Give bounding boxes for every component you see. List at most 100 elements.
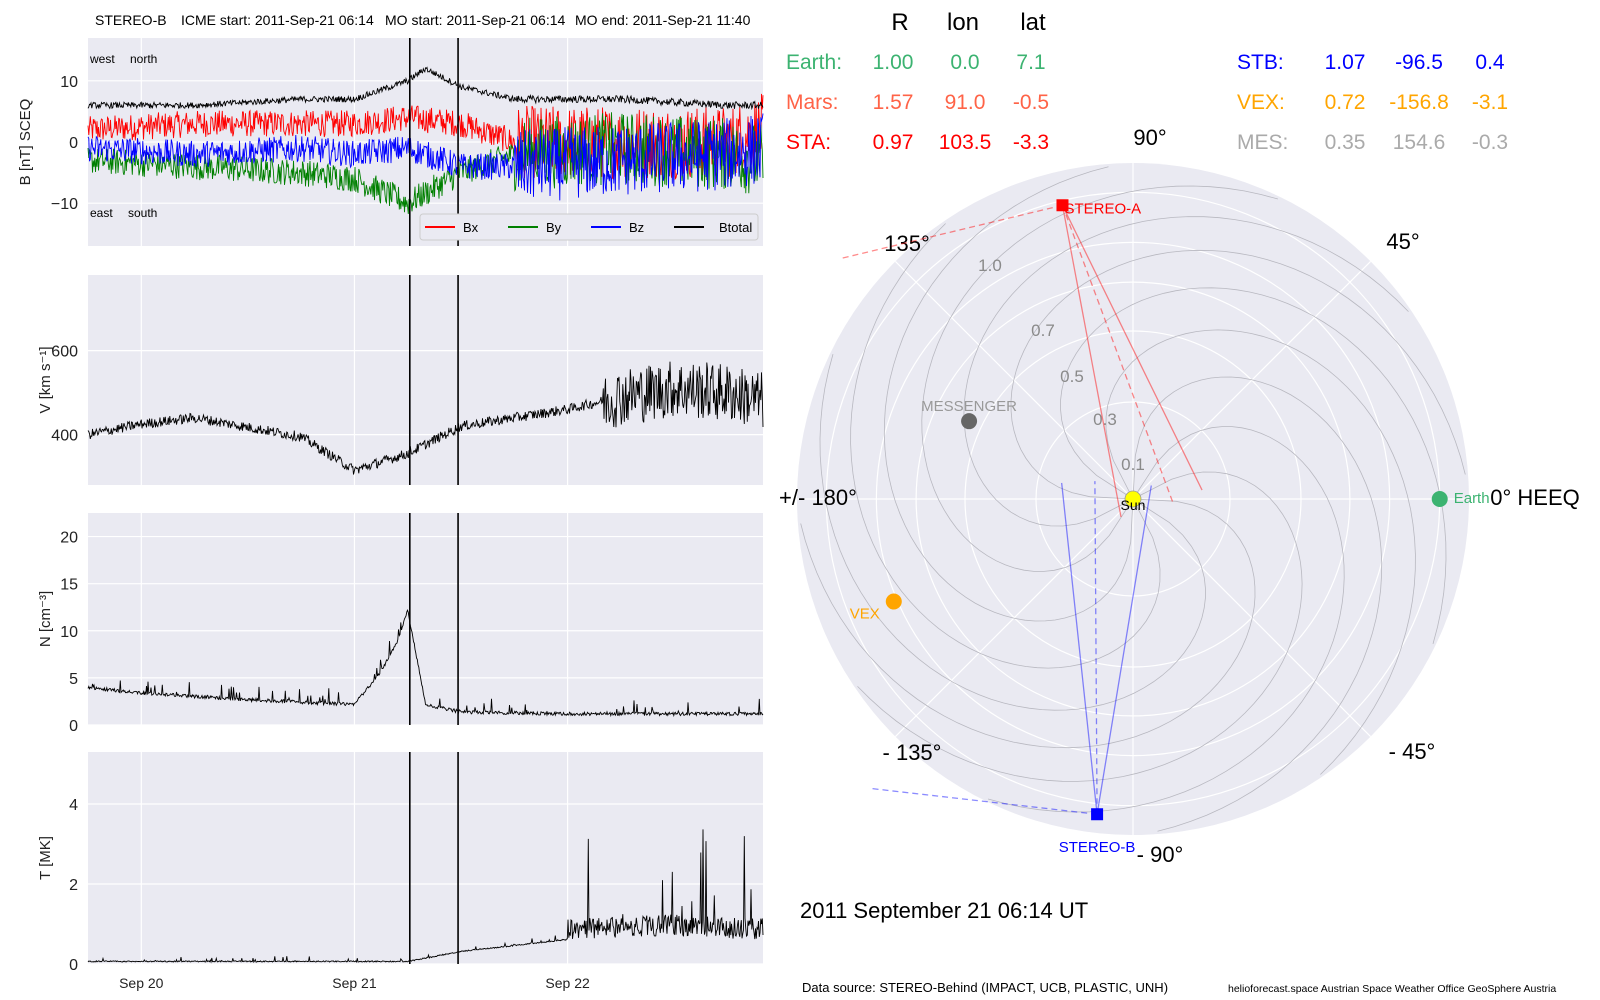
x-tick-label: Sep 21 [332,975,377,991]
legend-label-btotal: Btotal [719,220,752,235]
parker-spiral [1132,376,1383,832]
legend-label-by: By [546,220,562,235]
y-tick-label: 0 [69,718,78,735]
radial-tick-label: 0.3 [1093,410,1117,429]
row-name: Earth: [786,51,842,74]
row-name: VEX: [1237,91,1285,114]
table-row-vex: VEX: 0.72 -156.8 -3.1 [1237,91,1508,114]
row-name: STB: [1237,51,1284,74]
parker-spiral [921,185,1279,572]
body-sun-marker [1124,490,1142,508]
y-tick-label: 20 [60,530,78,547]
row-r: 0.35 [1325,131,1366,154]
y-tick-label: 10 [60,624,78,641]
legend-label-bx: Bx [463,220,479,235]
row-r: 0.72 [1325,91,1366,114]
table-header-r: R [891,9,908,36]
legend: Bx By Bz Btotal [419,213,759,241]
row-lat: -0.3 [1472,131,1508,154]
parker-spiral [963,216,1409,527]
body-stereo-b-label: STEREO-B [1059,839,1136,856]
parker-spiral [1010,249,1466,500]
series-line [87,829,764,964]
angle-label: 135° [884,231,930,256]
plot-background [88,752,763,964]
parker-spiral [819,353,1206,711]
series-line-btotal [87,66,764,111]
y-axis-label: N [cm⁻³] [37,591,54,647]
angular-gridline [894,498,1134,738]
angle-label: 45° [1386,229,1419,254]
stereo-a-fov-line [1061,204,1203,491]
x-tick-label: Sep 22 [545,975,590,991]
stereo-a-fov-line [1061,205,1122,518]
y-tick-label: −10 [51,196,78,213]
annotation-west: west [89,52,115,66]
stereo-b-fov-line [1094,481,1098,815]
row-lat: 0.4 [1475,51,1505,74]
legend-label-bz: Bz [629,220,644,235]
table-row-earth: Earth: 1.00 0.0 7.1 [786,51,1046,74]
annotation-north: north [130,52,157,66]
series-line [87,361,764,475]
footer-source: Data source: STEREO-Behind (IMPACT, UCB,… [802,980,1169,995]
row-name: Mars: [786,91,839,114]
angle-label: - 90° [1137,842,1184,867]
parker-spiral [987,426,1345,813]
header-mo-end: MO end: 2011-Sep-21 11:40 [575,12,751,28]
parker-spiral [883,166,1134,622]
header-mo-start: MO start: 2011-Sep-21 06:14 [385,12,566,28]
row-name: STA: [786,131,831,154]
date-label: 2011 September 21 06:14 UT [800,898,1089,923]
angular-gridline [894,260,1134,500]
body-stereo-a-marker [1056,199,1069,212]
parker-spiral [1105,329,1416,775]
body-sun-label: Sun [1121,497,1146,513]
series-line-by [87,112,764,214]
stereo-b-fov-line-limb [868,787,1098,815]
angle-label: +/- 180° [779,485,857,510]
header-icme-start: ICME start: 2011-Sep-21 06:14 [181,12,374,28]
table-row-stb: STB: 1.07 -96.5 0.4 [1237,51,1505,74]
body-messenger-label: MESSENGER [921,398,1017,415]
row-lat: -3.3 [1013,131,1049,154]
table-header-lon: lon [947,9,979,36]
angular-gridline [1132,260,1372,500]
angle-label: 90° [1133,125,1166,150]
parker-spiral [857,471,1303,782]
row-lon: 103.5 [939,131,992,154]
footer-credits: helioforecast.space Austrian Space Weath… [1228,983,1557,995]
body-stereo-b-marker [1091,808,1104,821]
polar-plot: 0.1 0.3 0.5 0.7 1.0 0° HEEQ 45° 90° 135° +/- 180°… [779,125,1580,867]
table-row-mes: MES: 0.35 154.6 -0.3 [1237,131,1508,154]
annotation-south: south [128,206,157,220]
y-tick-label: 0 [69,135,78,152]
stereo-a-fov-line-limb [838,204,1063,260]
stereo-b-fov-line [1061,482,1098,815]
row-lon: 154.6 [1393,131,1446,154]
row-lat: 7.1 [1016,51,1045,74]
x-tick-label: Sep 20 [119,975,164,991]
header-spacecraft: STEREO-B [95,12,167,28]
angle-label: - 45° [1389,739,1436,764]
angular-gridline [1132,498,1372,738]
y-tick-label: 2 [69,877,78,894]
table-row-sta: STA: 0.97 103.5 -3.3 [786,131,1049,154]
body-vex-marker [885,593,902,610]
y-tick-label: 15 [60,577,78,594]
body-stereo-a-label: STEREO-A [1064,200,1141,217]
y-axis-label: B [nT] SCEQ [17,99,34,186]
panel-temperature: 0 2 4 T [MK] Sep 20 Sep 21 Sep 22 [37,752,764,991]
body-earth-marker [1431,491,1448,507]
annotation-east: east [90,206,113,220]
legend-box [419,213,759,241]
y-tick-label: 400 [51,428,78,445]
y-tick-label: 4 [69,797,78,814]
y-axis-label: T [MK] [37,836,54,880]
parker-spiral [1060,287,1447,645]
panel-density: 0 5 10 15 20 N [cm⁻³] [37,513,764,735]
series-line-bz [87,113,764,201]
radial-tick-label: 1.0 [978,256,1002,275]
